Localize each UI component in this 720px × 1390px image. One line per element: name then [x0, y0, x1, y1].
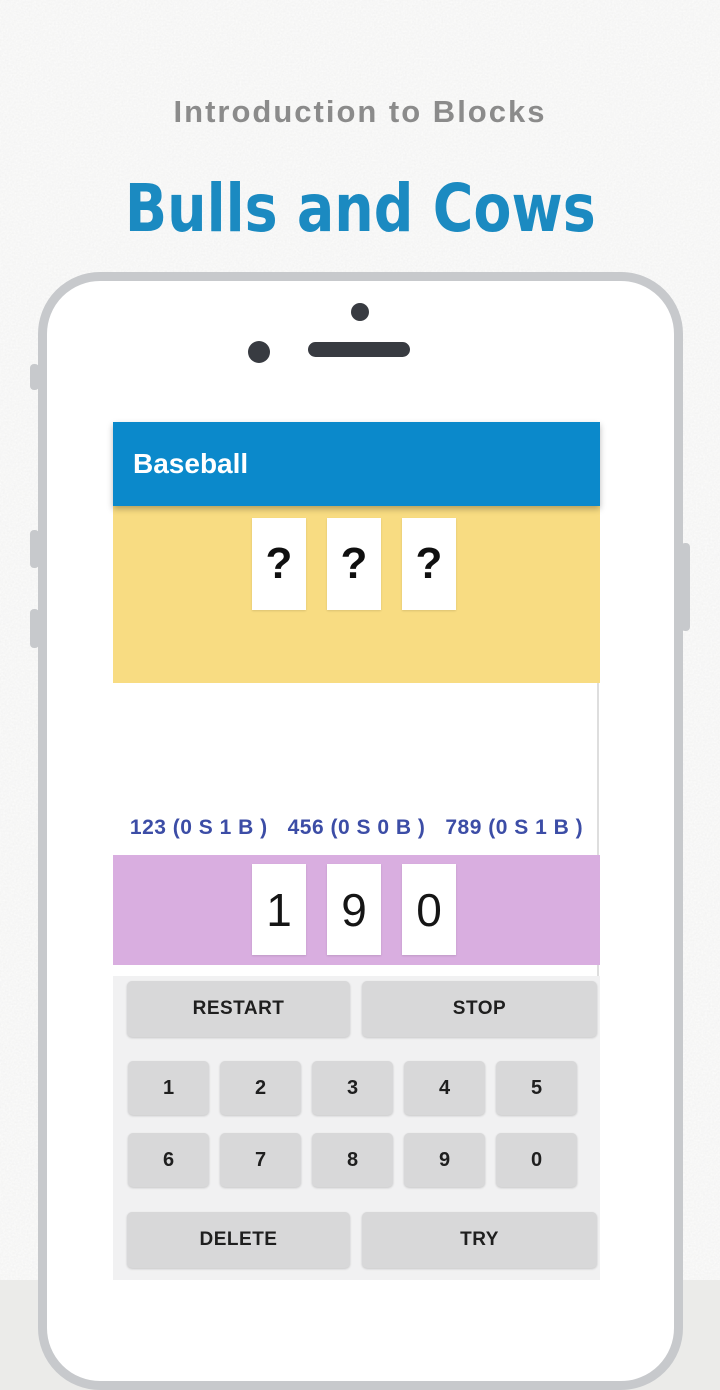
- volume-down-button: [30, 609, 39, 648]
- app-header: Baseball: [113, 422, 600, 506]
- key-6[interactable]: 6: [128, 1133, 209, 1187]
- mute-switch: [30, 364, 39, 390]
- front-camera-icon: [351, 303, 369, 321]
- key-2[interactable]: 2: [220, 1061, 301, 1115]
- stop-button[interactable]: STOP: [362, 981, 597, 1037]
- delete-button[interactable]: DELETE: [127, 1212, 350, 1268]
- guess-card-2: 9: [327, 864, 381, 955]
- sensor-dot-icon: [248, 341, 270, 363]
- key-4[interactable]: 4: [404, 1061, 485, 1115]
- power-button: [681, 543, 690, 631]
- secret-card-1: ?: [252, 518, 306, 610]
- key-8[interactable]: 8: [312, 1133, 393, 1187]
- page-title: Bulls and Cows: [124, 170, 596, 247]
- key-3[interactable]: 3: [312, 1061, 393, 1115]
- app-screen: Baseball ? ? ? 123 (0 S 1 B ) 456 (0 S 0…: [113, 422, 600, 1280]
- page-subtitle: Introduction to Blocks: [173, 94, 547, 129]
- guess-history: 123 (0 S 1 B ) 456 (0 S 0 B ) 789 (0 S 1…: [113, 816, 600, 840]
- key-5[interactable]: 5: [496, 1061, 577, 1115]
- secret-card-2: ?: [327, 518, 381, 610]
- history-entry: 456 (0 S 0 B ): [287, 816, 426, 839]
- guess-card-1: 1: [252, 864, 306, 955]
- history-entry: 789 (0 S 1 B ): [445, 816, 584, 839]
- restart-button[interactable]: RESTART: [127, 981, 350, 1037]
- secret-card-3: ?: [402, 518, 456, 610]
- try-button[interactable]: TRY: [362, 1212, 597, 1268]
- guess-card-3: 0: [402, 864, 456, 955]
- key-7[interactable]: 7: [220, 1133, 301, 1187]
- key-9[interactable]: 9: [404, 1133, 485, 1187]
- keypad: RESTART STOP 1 2 3 4 5 6 7 8 9 0 DELETE …: [113, 976, 600, 1280]
- history-entry: 123 (0 S 1 B ): [129, 816, 268, 839]
- volume-up-button: [30, 530, 39, 568]
- key-0[interactable]: 0: [496, 1133, 577, 1187]
- key-1[interactable]: 1: [128, 1061, 209, 1115]
- app-title: Baseball: [133, 448, 249, 479]
- earpiece-speaker-icon: [308, 342, 410, 357]
